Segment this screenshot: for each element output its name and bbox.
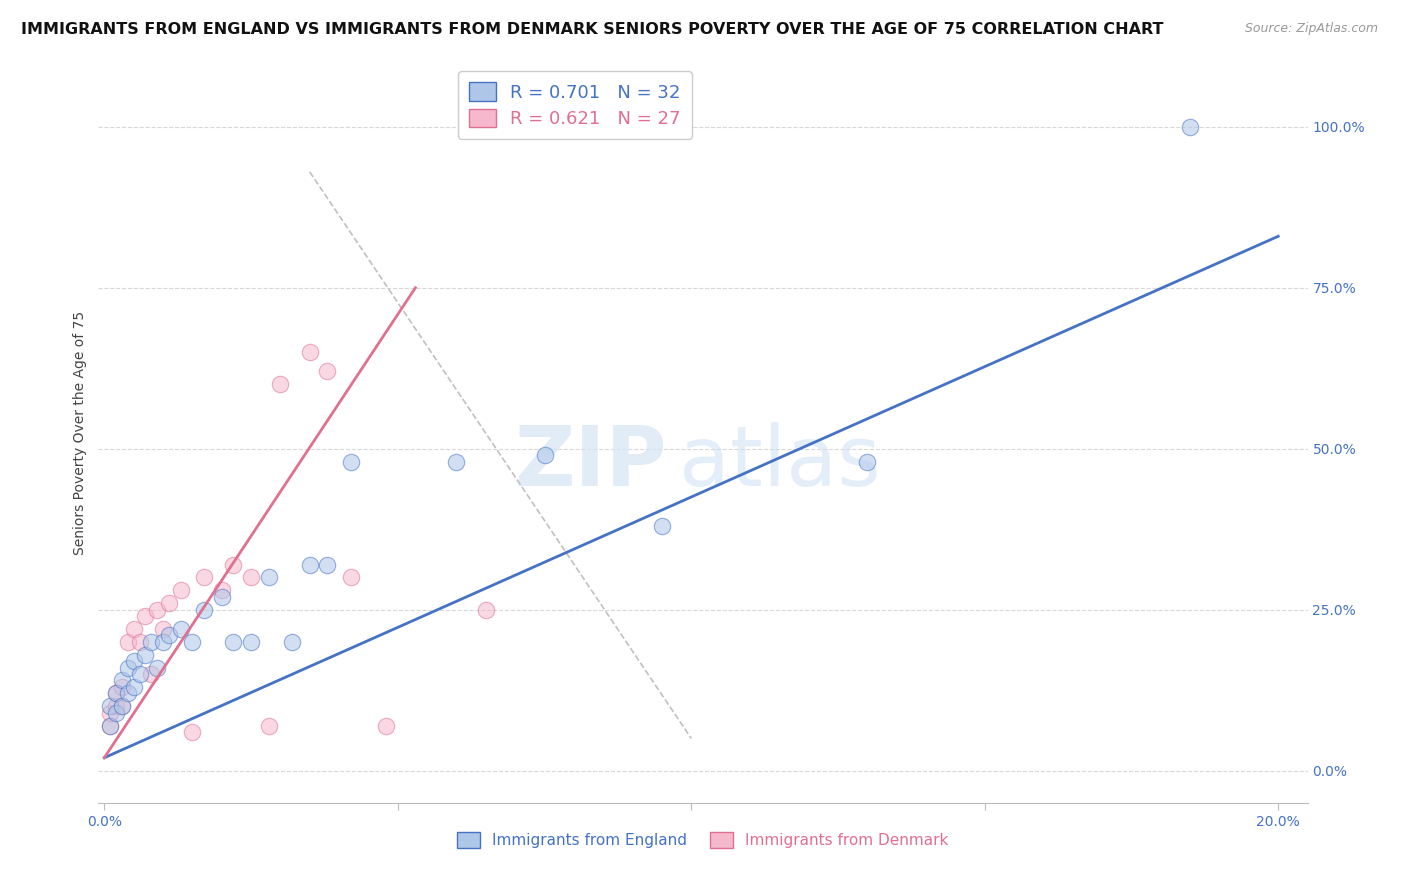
Point bbox=[117, 635, 139, 649]
Point bbox=[111, 680, 134, 694]
Point bbox=[146, 660, 169, 674]
Point bbox=[316, 364, 339, 378]
Point bbox=[141, 635, 163, 649]
Point bbox=[98, 706, 121, 720]
Point bbox=[157, 628, 180, 642]
Point bbox=[475, 602, 498, 616]
Point bbox=[152, 635, 174, 649]
Point bbox=[193, 602, 215, 616]
Point bbox=[105, 699, 128, 714]
Point bbox=[340, 454, 363, 468]
Point bbox=[193, 570, 215, 584]
Point bbox=[269, 377, 291, 392]
Point bbox=[222, 558, 245, 572]
Point bbox=[1180, 120, 1202, 134]
Point bbox=[375, 718, 398, 732]
Point bbox=[257, 570, 280, 584]
Point bbox=[122, 680, 145, 694]
Point bbox=[146, 602, 169, 616]
Point bbox=[111, 673, 134, 688]
Point bbox=[134, 609, 156, 624]
Point bbox=[181, 635, 204, 649]
Text: IMMIGRANTS FROM ENGLAND VS IMMIGRANTS FROM DENMARK SENIORS POVERTY OVER THE AGE : IMMIGRANTS FROM ENGLAND VS IMMIGRANTS FR… bbox=[21, 22, 1164, 37]
Point bbox=[105, 686, 128, 700]
Point bbox=[98, 718, 121, 732]
Point bbox=[856, 454, 879, 468]
Point bbox=[111, 699, 134, 714]
Point bbox=[157, 596, 180, 610]
Point bbox=[134, 648, 156, 662]
Point bbox=[533, 448, 555, 462]
Point bbox=[128, 667, 150, 681]
Point bbox=[152, 622, 174, 636]
Point bbox=[281, 635, 304, 649]
Point bbox=[211, 590, 233, 604]
Point bbox=[98, 699, 121, 714]
Point bbox=[446, 454, 468, 468]
Text: Source: ZipAtlas.com: Source: ZipAtlas.com bbox=[1244, 22, 1378, 36]
Point bbox=[181, 725, 204, 739]
Point bbox=[211, 583, 233, 598]
Point bbox=[651, 519, 673, 533]
Point bbox=[316, 558, 339, 572]
Point bbox=[111, 699, 134, 714]
Point bbox=[128, 635, 150, 649]
Point bbox=[240, 635, 263, 649]
Point bbox=[340, 570, 363, 584]
Point bbox=[298, 345, 321, 359]
Point bbox=[298, 558, 321, 572]
Point bbox=[105, 686, 128, 700]
Point bbox=[222, 635, 245, 649]
Point bbox=[117, 686, 139, 700]
Point bbox=[257, 718, 280, 732]
Point bbox=[122, 654, 145, 668]
Point bbox=[169, 622, 191, 636]
Text: ZIP: ZIP bbox=[515, 422, 666, 503]
Y-axis label: Seniors Poverty Over the Age of 75: Seniors Poverty Over the Age of 75 bbox=[73, 310, 87, 555]
Point bbox=[169, 583, 191, 598]
Text: atlas: atlas bbox=[679, 422, 880, 503]
Point bbox=[240, 570, 263, 584]
Point bbox=[117, 660, 139, 674]
Point bbox=[141, 667, 163, 681]
Point bbox=[105, 706, 128, 720]
Point bbox=[122, 622, 145, 636]
Legend: Immigrants from England, Immigrants from Denmark: Immigrants from England, Immigrants from… bbox=[451, 826, 955, 855]
Point bbox=[98, 718, 121, 732]
